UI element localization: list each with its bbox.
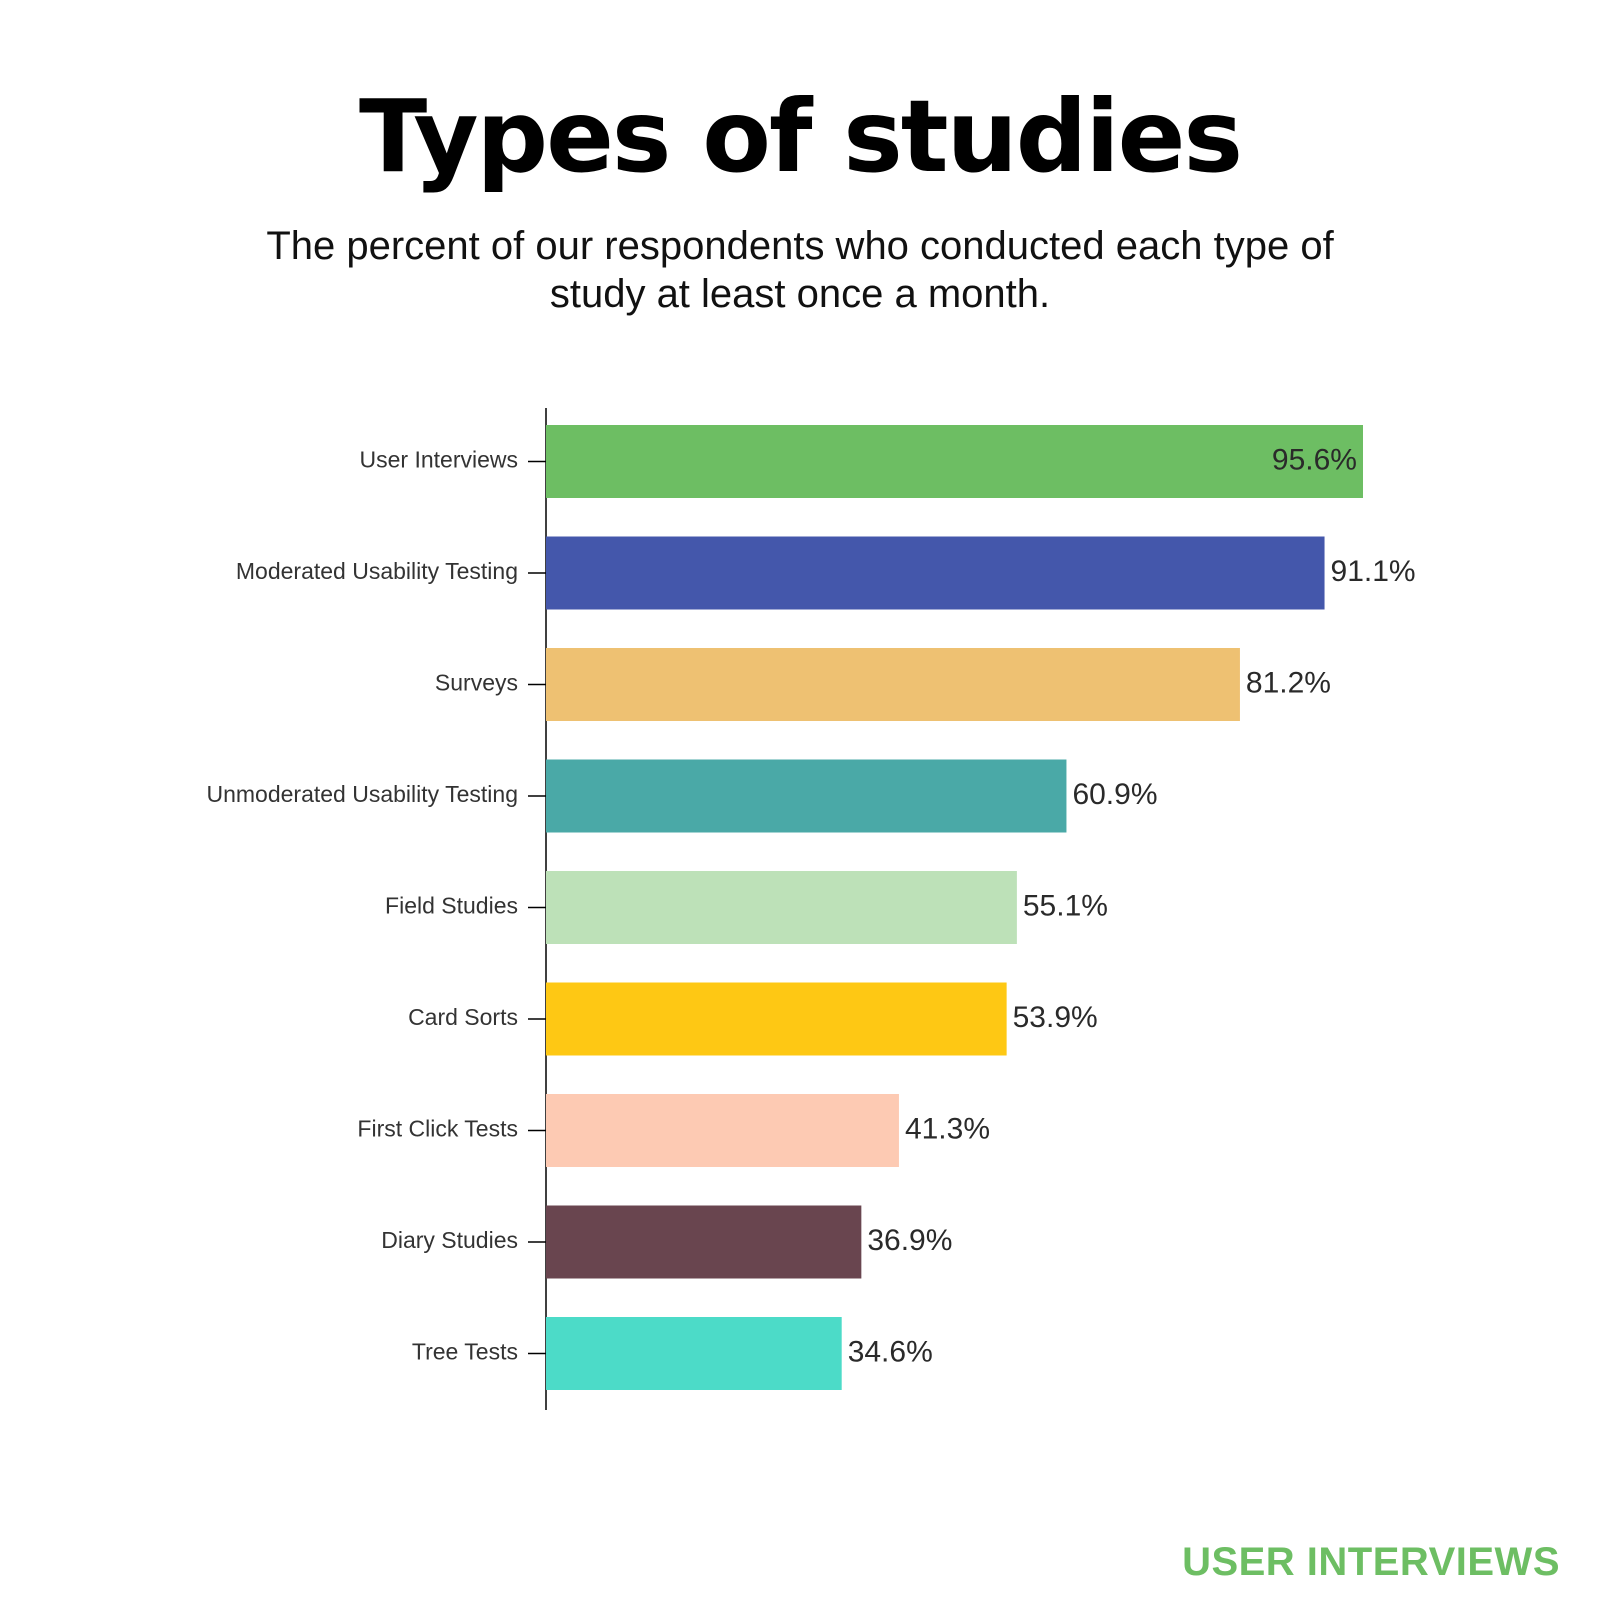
category-label-5: Card Sorts — [408, 1004, 518, 1030]
bar-2 — [546, 648, 1240, 721]
category-label-6: First Click Tests — [357, 1116, 518, 1142]
value-label-7: 36.9% — [867, 1224, 952, 1257]
bar-6 — [546, 1094, 899, 1167]
value-label-2: 81.2% — [1246, 666, 1331, 699]
category-label-4: Field Studies — [385, 893, 518, 919]
value-label-0: 95.6% — [1272, 443, 1357, 476]
category-label-0: User Interviews — [360, 447, 518, 473]
chart-title: Types of studies — [358, 78, 1243, 195]
bar-0 — [546, 425, 1363, 498]
bar-5 — [546, 982, 1007, 1056]
category-label-8: Tree Tests — [412, 1339, 518, 1365]
category-label-3: Unmoderated Usability Testing — [206, 781, 518, 807]
bar-1 — [546, 536, 1325, 610]
category-label-2: Surveys — [435, 670, 518, 696]
category-label-1: Moderated Usability Testing — [236, 558, 518, 584]
bar-4 — [546, 871, 1017, 944]
bars-group: User Interviews 95.6% Moderated Usability … — [206, 425, 1416, 1390]
value-label-5: 53.9% — [1013, 1001, 1098, 1034]
value-label-3: 60.9% — [1072, 778, 1157, 811]
value-label-4: 55.1% — [1023, 889, 1108, 922]
category-label-7: Diary Studies — [381, 1227, 518, 1253]
bar-7 — [546, 1205, 862, 1279]
chart-subtitle: The percent of our respondents who condu… — [266, 224, 1334, 316]
value-label-6: 41.3% — [905, 1112, 990, 1145]
bar-3 — [546, 759, 1067, 833]
brand-logo-text: USER INTERVIEWS — [1182, 1540, 1560, 1584]
bar-8 — [546, 1317, 842, 1390]
value-label-1: 91.1% — [1331, 555, 1416, 588]
value-label-8: 34.6% — [848, 1335, 933, 1368]
